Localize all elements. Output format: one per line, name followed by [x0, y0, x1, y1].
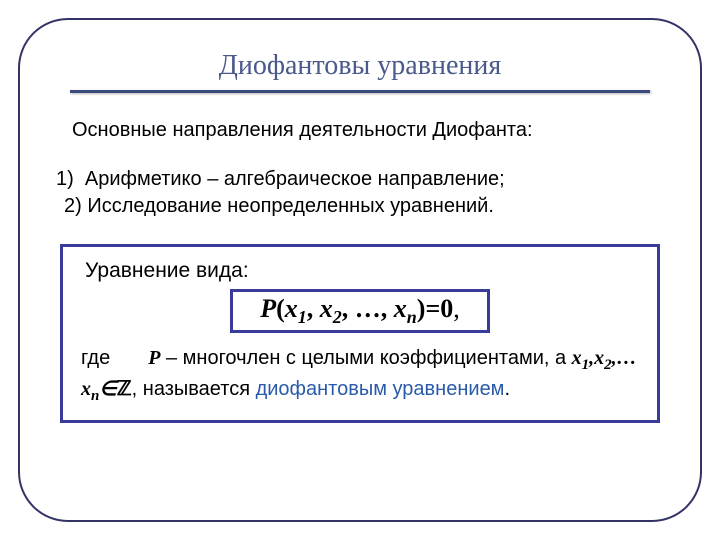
- title-underline: [70, 90, 650, 93]
- eq-c1: ,: [307, 294, 320, 323]
- eq-trail: ,: [453, 294, 460, 323]
- equation: P(x1, x2, …, xn)=0,: [260, 294, 460, 323]
- eq-x1: x: [285, 294, 298, 323]
- sym-x1: x1: [572, 347, 590, 369]
- equation-box: P(x1, x2, …, xn)=0,: [230, 289, 490, 333]
- item1-text: Арифметико – алгебраическое направление;: [85, 168, 505, 190]
- definition-box: Уравнение вида: P(x1, x2, …, xn)=0, гдеP…: [60, 244, 660, 423]
- eq-subn: n: [407, 307, 417, 327]
- eq-c2: , …,: [342, 294, 394, 323]
- definition-intro: Уравнение вида:: [85, 259, 643, 283]
- word-naz: , называется: [132, 378, 256, 400]
- eq-open: (: [276, 294, 285, 323]
- definition-explain: где P – многочлен с целыми коэффициентами…: [81, 345, 643, 406]
- slide-content: Диофантовы уравнения Основные направлени…: [0, 0, 720, 540]
- directions-list: 1) Арифметико – алгебраическое направлен…: [50, 166, 670, 220]
- xn-x: x: [81, 378, 91, 400]
- eq-xn: x: [394, 294, 407, 323]
- term-diophantine: диофантовым уравнением: [256, 378, 505, 400]
- word-gde: где: [81, 347, 110, 369]
- sym-xn: xn: [81, 378, 99, 400]
- eq-sub2: 2: [333, 307, 342, 327]
- sym-P: P: [148, 347, 160, 369]
- list-item-1: 1) Арифметико – алгебраическое направлен…: [56, 166, 670, 193]
- comma2: ,…: [612, 347, 637, 369]
- word-dash: – многочлен с целыми коэффициентами, а: [160, 347, 571, 369]
- x1-x: x: [572, 347, 582, 369]
- eq-P: P: [260, 294, 276, 323]
- eq-close: )=0: [417, 294, 453, 323]
- intro-text: Основные направления деятельности Диофан…: [72, 117, 670, 144]
- eq-x2: x: [320, 294, 333, 323]
- slide-title: Диофантовы уравнения: [50, 50, 670, 82]
- sym-x2: x2: [594, 347, 612, 369]
- item1-number: 1): [56, 168, 74, 190]
- list-item-2: 2) Исследование неопределенных уравнений…: [64, 193, 670, 220]
- sym-Z: ℤ: [117, 378, 132, 400]
- x2-s: 2: [604, 357, 612, 373]
- x2-x: x: [594, 347, 604, 369]
- eq-sub1: 1: [298, 307, 307, 327]
- sym-in: ∈: [99, 378, 116, 400]
- word-dot: .: [504, 378, 510, 400]
